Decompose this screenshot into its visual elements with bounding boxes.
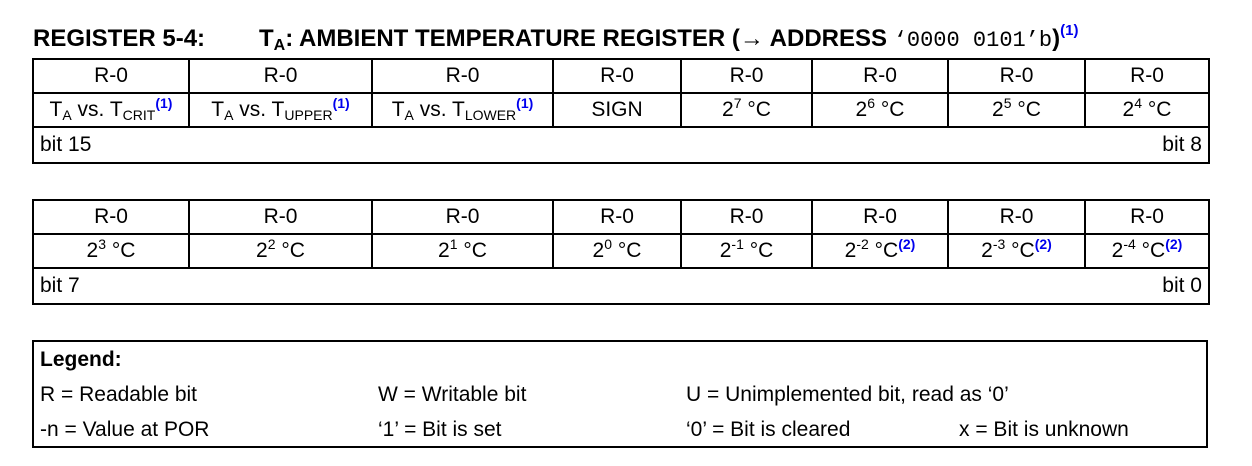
legend-bit-unknown: x = Bit is unknown xyxy=(959,418,1129,441)
low-bit-range-row: bit 7 bit 0 xyxy=(32,267,1210,305)
low-access-row: R-0 R-0 R-0 R-0 R-0 R-0 R-0 R-0 xyxy=(32,199,1210,234)
field-2-pow-minus-2: 2-2 °C(2) xyxy=(811,233,949,269)
legend-writable: W = Writable bit xyxy=(378,383,527,406)
high-access-row: R-0 R-0 R-0 R-0 R-0 R-0 R-0 R-0 xyxy=(32,58,1210,93)
field-2-pow-minus-3: 2-3 °C(2) xyxy=(947,233,1086,269)
footnote-link[interactable]: (2) xyxy=(898,236,916,252)
register-title: REGISTER 5-4: TA: AMBIENT TEMPERATURE REG… xyxy=(33,22,1078,56)
field-sign: SIGN xyxy=(552,92,682,128)
access-cell: R-0 xyxy=(552,199,682,234)
title-close: ) xyxy=(1052,25,1061,52)
field-2-pow-3: 23 °C xyxy=(32,233,190,269)
legend-box: Legend: R = Readable bit W = Writable bi… xyxy=(32,340,1208,448)
access-cell: R-0 xyxy=(188,199,373,234)
title-text: : AMBIENT TEMPERATURE REGISTER (→ ADDRES… xyxy=(285,25,894,52)
access-cell: R-0 xyxy=(188,58,373,93)
field-2-pow-1: 21 °C xyxy=(371,233,554,269)
access-cell: R-0 xyxy=(947,199,1086,234)
high-field-row: TA vs. TCRIT(1) TA vs. TUPPER(1) TA vs. … xyxy=(32,92,1210,128)
access-cell: R-0 xyxy=(32,199,190,234)
bit-15-label: bit 15 xyxy=(40,133,92,156)
field-2-pow-5: 25 °C xyxy=(947,92,1086,128)
legend-readable: R = Readable bit xyxy=(40,383,198,406)
high-bit-range-row: bit 15 bit 8 xyxy=(32,126,1210,164)
access-cell: R-0 xyxy=(947,58,1086,93)
access-cell: R-0 xyxy=(811,199,949,234)
title-t: T xyxy=(259,25,274,52)
title-t-subscript: A xyxy=(273,37,286,54)
legend-bit-cleared: ‘0’ = Bit is cleared xyxy=(686,418,851,441)
access-cell: R-0 xyxy=(1084,58,1210,93)
footnote-link[interactable]: (1) xyxy=(332,95,350,111)
field-2-pow-4: 24 °C xyxy=(1084,92,1210,128)
register-address: ‘0000 0101’b xyxy=(893,28,1053,53)
field-ta-vs-tupper: TA vs. TUPPER(1) xyxy=(188,92,373,128)
footnote-link[interactable]: (2) xyxy=(1034,236,1052,252)
register-high-byte-table: R-0 R-0 R-0 R-0 R-0 R-0 R-0 R-0 TA vs. T… xyxy=(32,58,1210,164)
title-footnote[interactable]: (1) xyxy=(1060,22,1079,39)
bit-8-label: bit 8 xyxy=(1162,133,1202,156)
field-2-pow-minus-1: 2-1 °C xyxy=(680,233,813,269)
legend-por: -n = Value at POR xyxy=(40,418,210,441)
field-2-pow-7: 27 °C xyxy=(680,92,813,128)
access-cell: R-0 xyxy=(680,58,813,93)
legend-unimplemented: U = Unimplemented bit, read as ‘0’ xyxy=(686,383,1009,406)
field-2-pow-6: 26 °C xyxy=(811,92,949,128)
field-2-pow-2: 22 °C xyxy=(188,233,373,269)
access-cell: R-0 xyxy=(371,58,554,93)
access-cell: R-0 xyxy=(552,58,682,93)
field-2-pow-minus-4: 2-4 °C(2) xyxy=(1084,233,1210,269)
footnote-link[interactable]: (2) xyxy=(1165,236,1183,252)
bit-0-label: bit 0 xyxy=(1162,274,1202,297)
low-field-row: 23 °C 22 °C 21 °C 20 °C 2-1 °C 2-2 °C(2)… xyxy=(32,233,1210,269)
field-ta-vs-tlower: TA vs. TLOWER(1) xyxy=(371,92,554,128)
footnote-link[interactable]: (1) xyxy=(155,95,173,111)
access-cell: R-0 xyxy=(371,199,554,234)
access-cell: R-0 xyxy=(680,199,813,234)
legend-title: Legend: xyxy=(40,348,122,371)
footnote-link[interactable]: (1) xyxy=(516,95,534,111)
legend-bit-set: ‘1’ = Bit is set xyxy=(378,418,502,441)
access-cell: R-0 xyxy=(32,58,190,93)
register-low-byte-table: R-0 R-0 R-0 R-0 R-0 R-0 R-0 R-0 23 °C 22… xyxy=(32,199,1210,305)
register-id: REGISTER 5-4: xyxy=(33,25,206,52)
bit-7-label: bit 7 xyxy=(40,274,80,297)
field-ta-vs-tcrit: TA vs. TCRIT(1) xyxy=(32,92,190,128)
field-2-pow-0: 20 °C xyxy=(552,233,682,269)
access-cell: R-0 xyxy=(811,58,949,93)
access-cell: R-0 xyxy=(1084,199,1210,234)
